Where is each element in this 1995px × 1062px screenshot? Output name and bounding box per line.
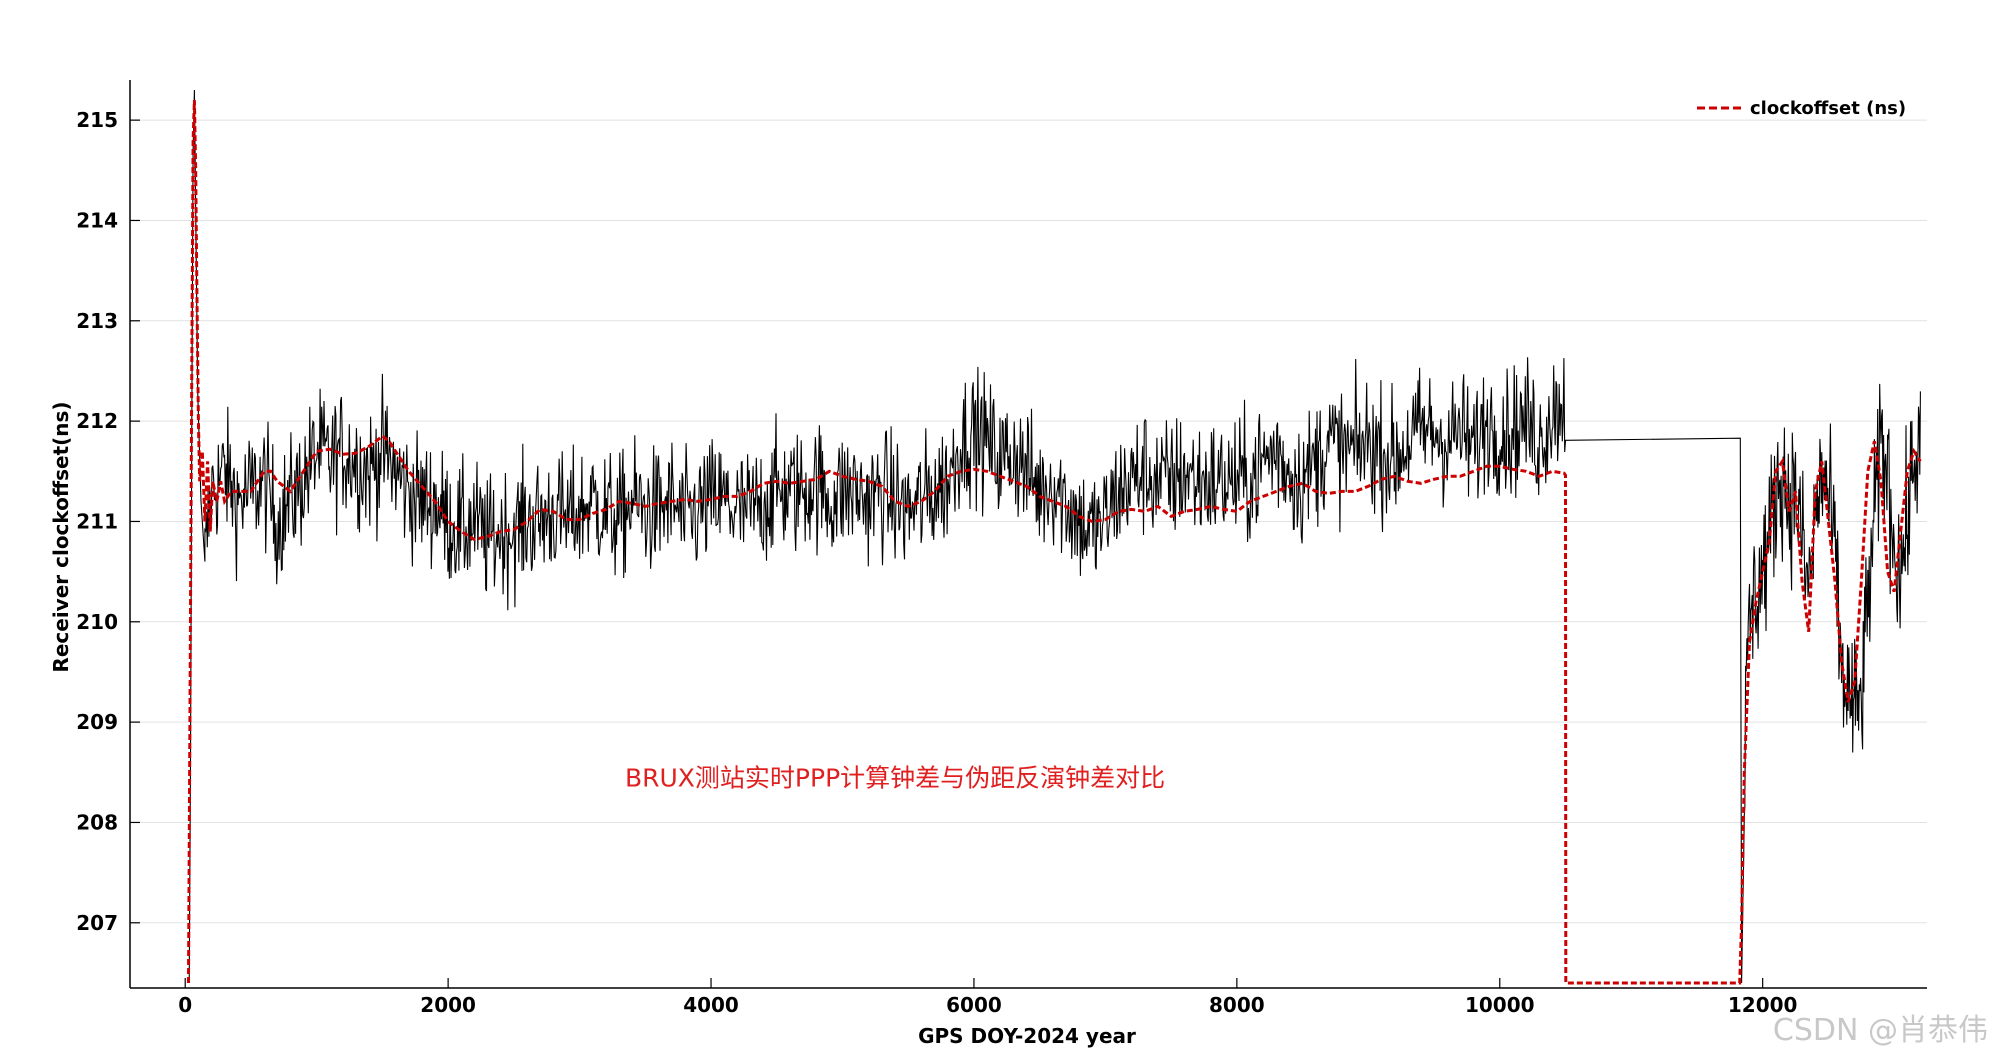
x-tick-label: 12000 [1728, 993, 1798, 1017]
y-gridlines [130, 119, 1927, 924]
legend-label-clockoffset: clockoffset (ns) [1750, 98, 1906, 119]
y-tick-label: 207 [76, 911, 118, 935]
y-tick-label: 214 [76, 208, 118, 232]
axes [129, 80, 1927, 989]
chart-annotation: BRUX测站实时PPP计算钟差与伪距反演钟差对比 [625, 763, 1165, 792]
y-tick-label: 208 [76, 810, 118, 834]
x-tick-label: 4000 [683, 993, 739, 1017]
x-tick-label: 6000 [946, 993, 1002, 1017]
y-axis-label: Receiver clockoffset(ns) [49, 401, 73, 672]
y-tick-label: 210 [76, 610, 118, 634]
x-tick-label: 2000 [420, 993, 476, 1017]
y-tick-label: 209 [76, 710, 118, 734]
y-tick-label: 211 [76, 509, 118, 533]
series-noisy-clock [188, 89, 1921, 984]
x-tick-label: 10000 [1465, 993, 1535, 1017]
tick-labels: 207 208 209 210 211 212 213 214 215 0 2000 4000 6000… [76, 108, 1797, 1017]
x-tick-label: 0 [178, 993, 192, 1017]
legend: clockoffset (ns) [1697, 98, 1906, 119]
x-tick-label: 8000 [1209, 993, 1265, 1017]
y-tick-label: 213 [76, 309, 118, 333]
series-clockoffset [187, 100, 1922, 985]
x-axis-label: GPS DOY-2024 year [918, 1024, 1136, 1048]
y-tick-label: 212 [76, 409, 118, 433]
series-layer [187, 89, 1922, 985]
y-tick-label: 215 [76, 108, 118, 132]
watermark: CSDN @肖恭伟 [1773, 1013, 1988, 1048]
